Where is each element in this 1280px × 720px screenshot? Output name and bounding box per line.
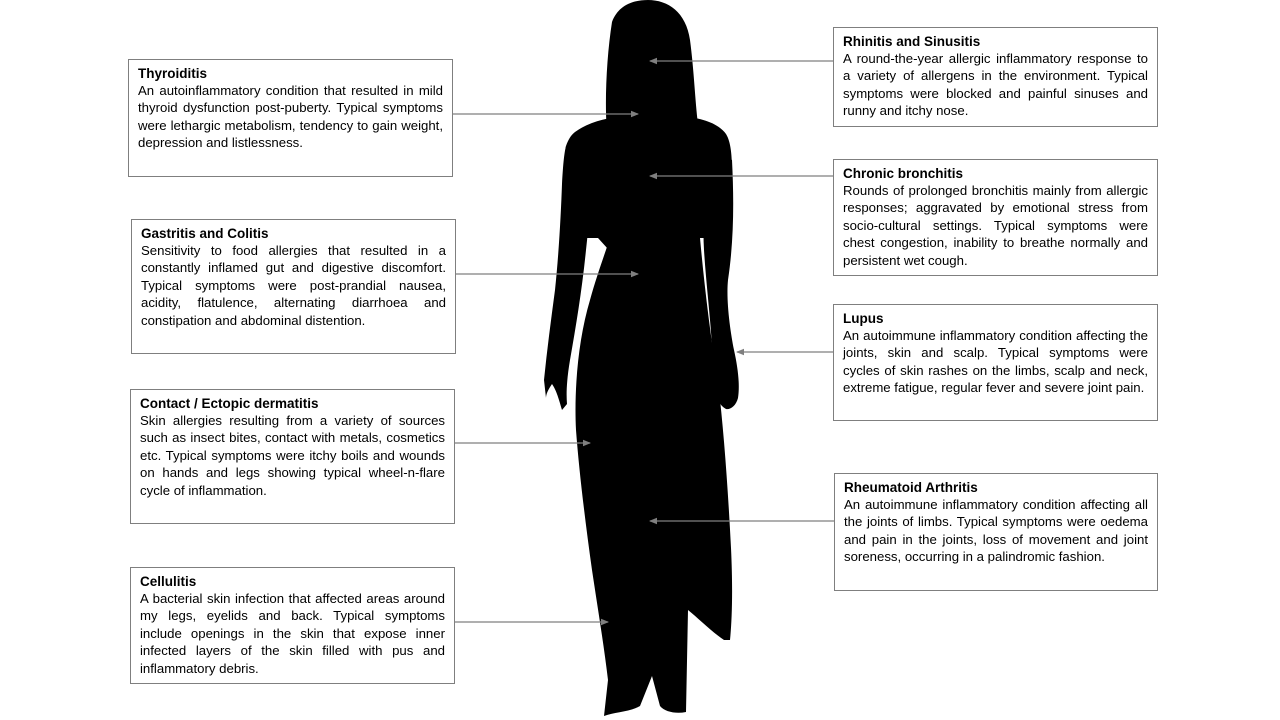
right-arm-shape [703,150,739,410]
woman-silhouette [544,0,739,716]
left-arm-shape [544,146,591,410]
condition-box-gastritis-colitis: Gastritis and Colitis Sensitivity to foo… [131,219,456,354]
condition-description: A round-the-year allergic inflammatory r… [843,51,1148,119]
condition-description: Sensitivity to food allergies that resul… [141,243,446,328]
condition-title: Gastritis and Colitis [141,226,269,241]
condition-box-rheumatoid-arthritis: Rheumatoid Arthritis An autoimmune infla… [834,473,1158,591]
connector-arrows [453,57,834,626]
condition-description: An autoimmune inflammatory condition aff… [844,497,1148,565]
hair-shape [605,0,700,142]
condition-description: An autoinflammatory condition that resul… [138,83,443,151]
torso-shape [563,116,732,260]
condition-description: Rounds of prolonged bronchitis mainly fr… [843,183,1148,268]
condition-box-thyroiditis: Thyroiditis An autoinflammatory conditio… [128,59,453,177]
condition-box-chronic-bronchitis: Chronic bronchitis Rounds of prolonged b… [833,159,1158,276]
condition-description: An autoimmune inflammatory condition aff… [843,328,1148,396]
condition-title: Thyroiditis [138,66,208,81]
condition-box-cellulitis: Cellulitis A bacterial skin infection th… [130,567,455,684]
condition-box-contact-dermatitis: Contact / Ectopic dermatitis Skin allerg… [130,389,455,524]
dress-shape [575,238,733,716]
condition-box-rhinitis-sinusitis: Rhinitis and Sinusitis A round-the-year … [833,27,1158,127]
condition-description: A bacterial skin infection that affected… [140,591,445,676]
condition-description: Skin allergies resulting from a variety … [140,413,445,498]
condition-title: Rhinitis and Sinusitis [843,34,981,49]
condition-title: Cellulitis [140,574,197,589]
condition-title: Chronic bronchitis [843,166,964,181]
condition-title: Lupus [843,311,884,326]
condition-title: Rheumatoid Arthritis [844,480,978,495]
condition-box-lupus: Lupus An autoimmune inflammatory conditi… [833,304,1158,421]
condition-title: Contact / Ectopic dermatitis [140,396,319,411]
